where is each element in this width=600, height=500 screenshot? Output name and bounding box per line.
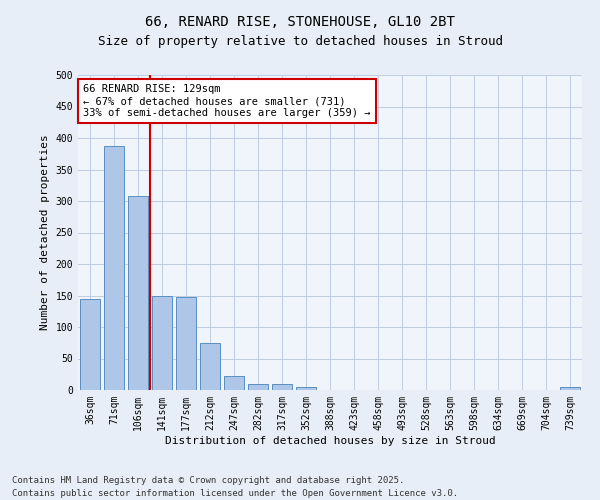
Bar xyxy=(80,298,100,390)
Bar xyxy=(128,196,148,390)
Bar xyxy=(272,384,292,390)
Bar xyxy=(152,296,172,390)
Text: Contains public sector information licensed under the Open Government Licence v3: Contains public sector information licen… xyxy=(12,488,458,498)
Bar xyxy=(104,146,124,390)
Text: Size of property relative to detached houses in Stroud: Size of property relative to detached ho… xyxy=(97,35,503,48)
Y-axis label: Number of detached properties: Number of detached properties xyxy=(40,134,50,330)
Bar xyxy=(248,384,268,390)
Text: Contains HM Land Registry data © Crown copyright and database right 2025.: Contains HM Land Registry data © Crown c… xyxy=(12,476,404,485)
Bar xyxy=(296,387,316,390)
Text: 66, RENARD RISE, STONEHOUSE, GL10 2BT: 66, RENARD RISE, STONEHOUSE, GL10 2BT xyxy=(145,15,455,29)
Bar xyxy=(224,376,244,390)
Bar xyxy=(176,297,196,390)
Bar xyxy=(560,387,580,390)
X-axis label: Distribution of detached houses by size in Stroud: Distribution of detached houses by size … xyxy=(164,436,496,446)
Bar xyxy=(200,343,220,390)
Text: 66 RENARD RISE: 129sqm
← 67% of detached houses are smaller (731)
33% of semi-de: 66 RENARD RISE: 129sqm ← 67% of detached… xyxy=(83,84,371,117)
